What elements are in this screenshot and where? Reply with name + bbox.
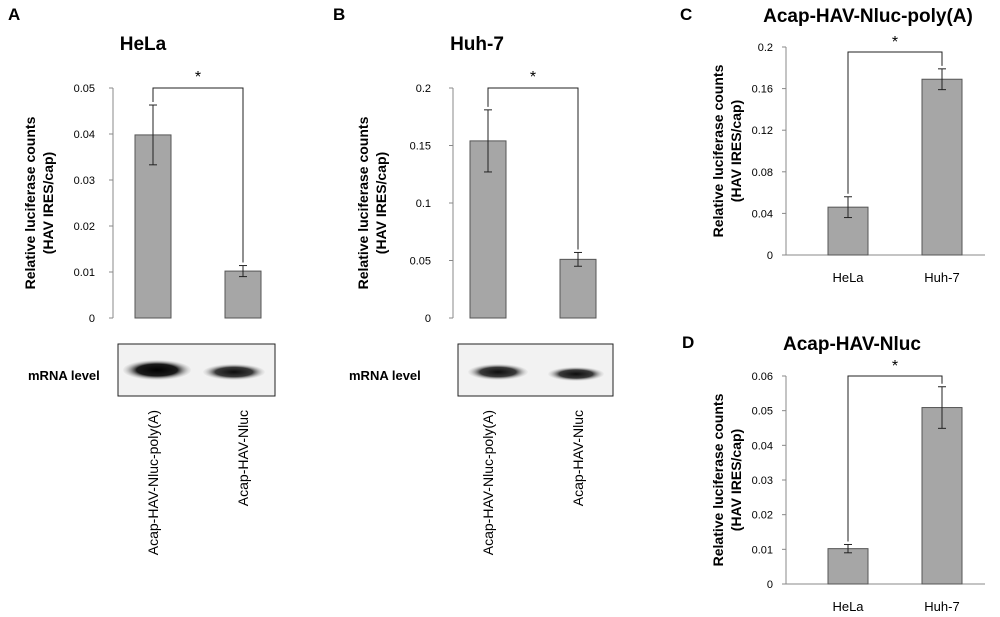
significance-star: *: [892, 34, 898, 51]
y-axis-label: Relative luciferase counts: [22, 116, 38, 289]
y-tick-label: 0.03: [752, 475, 773, 487]
y-axis-label: Relative luciferase counts: [355, 116, 371, 289]
y-tick-label: 0.2: [416, 83, 431, 95]
blot-band: [203, 364, 265, 380]
y-axis-label-units: (HAV IRES/cap): [728, 429, 744, 531]
y-tick-label: 0.05: [74, 83, 95, 95]
significance-bracket: [487, 87, 579, 250]
y-axis-label: Relative luciferase counts: [710, 393, 726, 566]
category-label: Acap-HAV-Nluc: [235, 410, 251, 506]
bar: [827, 548, 869, 585]
significance-star: *: [892, 358, 898, 375]
category-label: Acap-HAV-Nluc-poly(A): [480, 410, 496, 555]
category-label: Huh-7: [924, 599, 959, 614]
panel-letter-c: C: [680, 5, 692, 24]
y-tick-label: 0.1: [416, 198, 431, 210]
y-tick-label: 0.06: [752, 371, 773, 383]
blot-band: [548, 367, 604, 381]
significance-bracket: [847, 375, 943, 542]
mrna-level-label: mRNA level: [28, 368, 100, 383]
bar: [921, 78, 963, 256]
y-tick-label: 0.08: [752, 167, 773, 179]
y-axis-label-units: (HAV IRES/cap): [40, 152, 56, 254]
bar: [134, 134, 172, 319]
mrna-blot-b: mRNA level: [349, 343, 614, 397]
y-tick-label: 0.05: [752, 406, 773, 418]
chart-title: Huh-7: [450, 34, 504, 55]
chart-title: Acap-HAV-Nluc: [783, 334, 921, 355]
mrna-level-label: mRNA level: [349, 368, 421, 383]
y-tick-label: 0.03: [74, 175, 95, 187]
category-label: HeLa: [832, 599, 864, 614]
significance-star: *: [530, 69, 536, 86]
blot-band: [468, 364, 528, 380]
category-label: Acap-HAV-Nluc: [570, 410, 586, 506]
category-label: Huh-7: [924, 270, 959, 285]
y-tick-label: 0.15: [410, 141, 431, 153]
significance-bracket: [847, 51, 943, 194]
chart-panel-a: HeLa Relative luciferase counts (HAV IRES/…: [22, 34, 262, 555]
bar: [224, 270, 262, 319]
bar: [559, 258, 597, 319]
y-tick-label: 0.2: [758, 42, 773, 54]
y-tick-label: 0.05: [410, 256, 431, 268]
category-label: HeLa: [832, 270, 864, 285]
chart-panel-b: Huh-7 Relative luciferase counts (HAV IRES…: [355, 34, 597, 555]
panel-letter-d: D: [682, 333, 694, 352]
y-tick-label: 0.02: [74, 221, 95, 233]
y-tick-label: 0.12: [752, 125, 773, 137]
blot-band: [123, 360, 191, 380]
significance-bracket: [152, 87, 244, 263]
y-tick-label: 0.04: [752, 440, 773, 452]
y-tick-label: 0: [425, 313, 431, 325]
y-tick-label: 0.16: [752, 84, 773, 96]
y-axis-label: Relative luciferase counts: [710, 64, 726, 237]
y-axis-label-units: (HAV IRES/cap): [373, 152, 389, 254]
y-tick-label: 0.04: [74, 129, 95, 141]
chart-panel-c: Acap-HAV-Nluc-poly(A) Relative luciferase…: [710, 6, 985, 285]
y-tick-label: 0.01: [752, 544, 773, 556]
y-tick-label: 0: [767, 250, 773, 262]
y-tick-label: 0: [89, 313, 95, 325]
y-axis-label-units: (HAV IRES/cap): [728, 100, 744, 202]
chart-title: Acap-HAV-Nluc-poly(A): [763, 6, 973, 27]
panel-letter-a: A: [8, 5, 20, 24]
chart-panel-d: Acap-HAV-Nluc Relative luciferase counts(…: [710, 334, 985, 614]
y-tick-label: 0.04: [752, 208, 773, 220]
bar: [921, 407, 963, 585]
y-tick-label: 0.02: [752, 510, 773, 522]
category-label: Acap-HAV-Nluc-poly(A): [145, 410, 161, 555]
panel-letter-b: B: [333, 5, 345, 24]
y-tick-label: 0.01: [74, 267, 95, 279]
chart-title: HeLa: [120, 34, 167, 55]
significance-star: *: [195, 69, 201, 86]
mrna-blot-a: mRNA level: [28, 343, 276, 397]
y-tick-label: 0: [767, 579, 773, 591]
